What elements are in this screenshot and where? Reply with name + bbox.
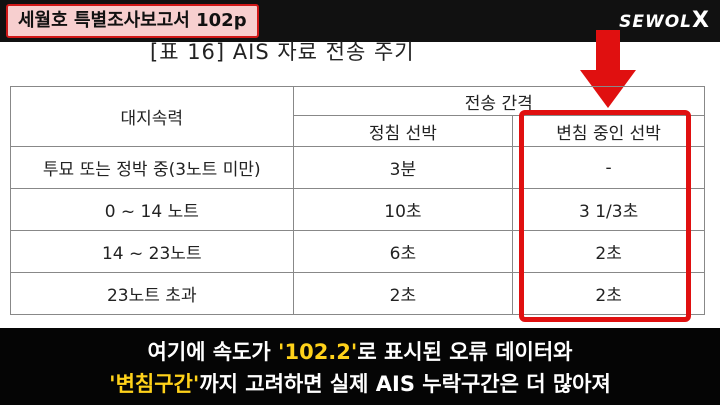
- cell-speed: 23노트 초과: [10, 272, 294, 315]
- table-row: 0 ~ 14 노트 10초 3 1/3초: [10, 188, 705, 231]
- cell-turning: 2초: [512, 272, 705, 315]
- table-row: 23노트 초과 2초 2초: [10, 272, 705, 315]
- cell-stable: 2초: [292, 272, 514, 315]
- cell-turning: -: [512, 146, 705, 189]
- cell-speed: 투묘 또는 정박 중(3노트 미만): [10, 146, 294, 189]
- table-row: 투묘 또는 정박 중(3노트 미만) 3분 -: [10, 146, 705, 189]
- header-speed: 대지속력: [10, 86, 294, 147]
- subtitle-bar: 여기에 속도가 '102.2'로 표시된 오류 데이터와 '변침구간'까지 고려…: [0, 328, 720, 405]
- header-stable: 정침 선박: [292, 115, 514, 147]
- brand-name: SEWOL: [619, 12, 693, 32]
- subtitle-highlight: '102.2': [278, 340, 358, 364]
- subtitle-line-2: '변침구간'까지 고려하면 실제 AIS 누락구간은 더 많아져: [0, 368, 720, 398]
- ais-table: 대지속력 전송 간격 정침 선박 변침 중인 선박 투묘 또는 정박 중(3노트…: [10, 86, 706, 315]
- report-label: 세월호 특별조사보고서 102p: [6, 4, 259, 38]
- subtitle-text: 여기에 속도가: [147, 340, 279, 364]
- header-turning: 변침 중인 선박: [512, 115, 705, 147]
- cell-turning: 2초: [512, 230, 705, 273]
- subtitle-text: 로 표시된 오류 데이터와: [357, 340, 573, 364]
- cell-stable: 10초: [292, 188, 514, 231]
- cell-turning: 3 1/3초: [512, 188, 705, 231]
- cell-stable: 3분: [292, 146, 514, 189]
- cell-speed: 0 ~ 14 노트: [10, 188, 294, 231]
- brand-logo: SEWOLX: [619, 8, 710, 33]
- subtitle-highlight: '변침구간': [109, 372, 200, 396]
- table-title: [표 16] AIS 자료 전송 주기: [150, 40, 415, 64]
- brand-x: X: [692, 8, 710, 33]
- turning-column-highlight: [519, 110, 691, 322]
- cell-speed: 14 ~ 23노트: [10, 230, 294, 273]
- subtitle-text: 까지 고려하면 실제 AIS 누락구간은 더 많아져: [199, 372, 611, 396]
- subtitle-line-1: 여기에 속도가 '102.2'로 표시된 오류 데이터와: [0, 336, 720, 366]
- table-row: 14 ~ 23노트 6초 2초: [10, 230, 705, 273]
- cell-stable: 6초: [292, 230, 514, 273]
